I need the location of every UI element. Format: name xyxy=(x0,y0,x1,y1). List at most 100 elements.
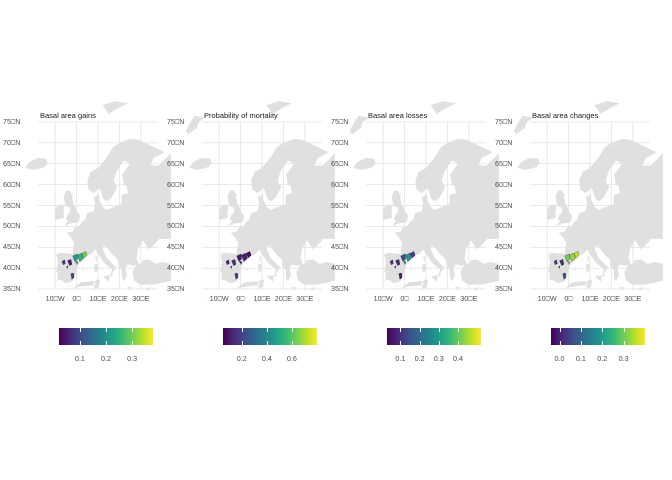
colorbar-tick-label: 0.3 xyxy=(433,354,444,363)
region-n-spain xyxy=(238,252,248,265)
y-tick-label: 55⎕N xyxy=(331,200,349,210)
colorbar-tick-label: 0.2 xyxy=(414,354,425,363)
x-tick-label: 0⎕ xyxy=(400,294,409,303)
panel-title: Basal area losses xyxy=(368,111,428,120)
colorbar-tick xyxy=(291,328,293,332)
y-tick-label: 75⎕N xyxy=(167,117,185,126)
colorbar-tick xyxy=(602,328,604,332)
colorbar-tick xyxy=(580,328,582,332)
colorbar xyxy=(59,328,153,345)
colorbar xyxy=(551,328,645,345)
y-tick-label: 65⎕N xyxy=(331,158,349,168)
colorbar-legend: 0.1 0.2 0.3 xyxy=(59,328,153,368)
map-panel: Probability of mortality 10⎕W 0⎕ 10⎕E 20⎕E 30… xyxy=(167,0,370,480)
region-ne-spain xyxy=(564,253,570,262)
colorbar-tick xyxy=(132,328,134,332)
region-c-spain xyxy=(559,259,565,266)
map-panel: Basal area gains 10⎕W 0⎕ 10⎕E 20⎕E 30⎕E 75⎕N 70… xyxy=(3,0,206,480)
colorbar-tick xyxy=(623,328,625,332)
y-tick-label: 40⎕N xyxy=(3,263,21,273)
europe-landmass xyxy=(349,101,534,299)
region-n-spain xyxy=(566,252,576,265)
colorbar-legend: 0.0 0.1 0.2 0.3 xyxy=(551,328,645,368)
europe-landmass xyxy=(21,101,206,299)
x-tick-label: 20⎕E xyxy=(439,294,456,303)
y-tick-label: 45⎕N xyxy=(495,242,513,252)
y-tick-label: 75⎕N xyxy=(331,117,349,126)
region-catalonia xyxy=(81,251,88,259)
colorbar-tick-label: 0.3 xyxy=(127,354,138,363)
x-tick-label: 0⎕ xyxy=(564,294,573,303)
region-w-spain xyxy=(61,259,68,269)
region-n-spain xyxy=(74,252,84,265)
region-catalonia xyxy=(573,251,580,259)
europe-map: 10⎕W 0⎕ 10⎕E 20⎕E 30⎕E xyxy=(21,101,206,303)
europe-map: 10⎕W 0⎕ 10⎕E 20⎕E 30⎕E xyxy=(349,101,534,303)
colorbar-tick xyxy=(79,341,81,345)
colorbar-legend: 0.1 0.2 0.3 0.4 xyxy=(387,328,481,368)
y-tick-label: 70⎕N xyxy=(495,137,513,147)
region-s-spain xyxy=(398,272,403,280)
x-tick-label: 20⎕E xyxy=(111,294,128,303)
y-tick-label: 45⎕N xyxy=(331,242,349,252)
colorbar-tick-label: 0.0 xyxy=(554,354,565,363)
y-tick-label: 50⎕N xyxy=(167,221,185,231)
map-panel: Basal area losses 10⎕W 0⎕ 10⎕E 20⎕E 30⎕E 75⎕N 7… xyxy=(331,0,534,480)
x-tick-label: 30⎕E xyxy=(132,294,149,303)
colorbar-tick xyxy=(132,341,134,345)
y-tick-label: 60⎕N xyxy=(167,179,185,189)
y-tick-label: 50⎕N xyxy=(331,221,349,231)
y-tick-label: 65⎕N xyxy=(167,158,185,168)
y-tick-label: 40⎕N xyxy=(167,263,185,273)
colorbar xyxy=(387,328,481,345)
colorbar-tick xyxy=(457,341,459,345)
colorbar-tick xyxy=(438,341,440,345)
y-tick-label: 75⎕N xyxy=(3,117,21,126)
panel-title: Basal area gains xyxy=(40,111,96,120)
y-tick-label: 50⎕N xyxy=(3,221,21,231)
y-tick-label: 75⎕N xyxy=(495,117,513,126)
colorbar-tick xyxy=(266,328,268,332)
y-tick-label: 50⎕N xyxy=(495,221,513,231)
colorbar-tick-label: 0.1 xyxy=(395,354,406,363)
region-ne-spain xyxy=(236,253,242,262)
colorbar-tick xyxy=(241,328,243,332)
colorbar-tick xyxy=(559,341,561,345)
colorbar-tick xyxy=(419,328,421,332)
panel-title: Probability of mortality xyxy=(204,111,278,120)
y-tick-label: 65⎕N xyxy=(3,158,21,168)
x-tick-label: 10⎕E xyxy=(89,294,106,303)
region-w-spain xyxy=(389,259,396,269)
x-tick-label: 30⎕E xyxy=(460,294,477,303)
colorbar-tick-label: 0.4 xyxy=(261,354,272,363)
x-tick-label: 10⎕W xyxy=(46,294,65,303)
region-c-spain xyxy=(395,259,401,266)
region-ne-spain xyxy=(72,253,78,262)
y-tick-label: 35⎕N xyxy=(331,284,349,293)
colorbar-tick xyxy=(79,328,81,332)
region-s-spain xyxy=(70,272,75,280)
colorbar-tick-label: 0.6 xyxy=(286,354,297,363)
x-tick-label: 10⎕W xyxy=(210,294,229,303)
y-tick-label: 45⎕N xyxy=(167,242,185,252)
region-c-spain xyxy=(231,259,237,266)
colorbar-tick xyxy=(623,341,625,345)
europe-map: 10⎕W 0⎕ 10⎕E 20⎕E 30⎕E xyxy=(513,101,663,303)
region-s-spain xyxy=(562,272,567,280)
region-ne-spain xyxy=(400,253,406,262)
colorbar-tick-label: 0.4 xyxy=(452,354,463,363)
x-tick-label: 20⎕E xyxy=(275,294,292,303)
colorbar-tick-label: 0.1 xyxy=(74,354,85,363)
colorbar-tick xyxy=(241,341,243,345)
y-tick-label: 70⎕N xyxy=(331,137,349,147)
y-tick-label: 40⎕N xyxy=(495,263,513,273)
y-tick-label: 55⎕N xyxy=(3,200,21,210)
colorbar-tick-label: 0.1 xyxy=(575,354,586,363)
map-panel: Basal area changes 10⎕W 0⎕ 10⎕E 20⎕E 30⎕E 75⎕N… xyxy=(495,0,672,480)
y-tick-label: 55⎕N xyxy=(495,200,513,210)
europe-landmass xyxy=(185,101,370,299)
colorbar-tick xyxy=(106,328,107,332)
y-tick-label: 35⎕N xyxy=(3,284,21,293)
region-w-spain xyxy=(553,259,560,269)
colorbar-tick xyxy=(438,328,440,332)
